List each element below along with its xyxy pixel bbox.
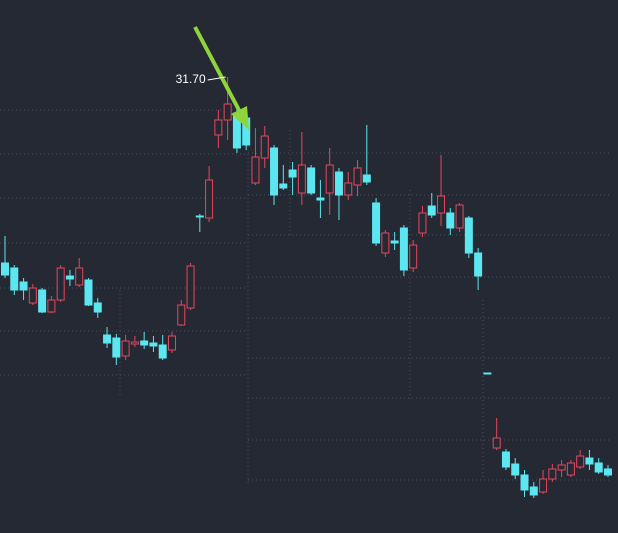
candle-body [56, 267, 65, 301]
candle-body [1, 262, 9, 276]
candle-body [334, 171, 343, 196]
candle-body [75, 267, 84, 286]
candle-body [130, 341, 139, 345]
candle-body [511, 463, 520, 476]
arrow [193, 26, 249, 130]
candle-body [390, 240, 399, 244]
candle-body [251, 156, 260, 184]
candle-body [576, 455, 585, 468]
candle-body [103, 334, 112, 344]
candle-body [344, 182, 353, 196]
candle-body [93, 302, 102, 313]
candle-body [557, 464, 566, 471]
candle-body [297, 164, 306, 194]
candle-body [19, 281, 28, 291]
candle-body [121, 340, 130, 357]
candle-body [455, 204, 464, 229]
candle-body [288, 169, 297, 178]
candle-body [28, 287, 37, 304]
candle-body [446, 212, 455, 229]
candle-body [279, 183, 288, 189]
candle-body [140, 340, 149, 346]
arrow-shaft [193, 26, 242, 113]
candle-body [112, 337, 121, 358]
candle-body [195, 215, 204, 218]
candle-body [529, 486, 538, 496]
candle-body [548, 468, 557, 480]
candle-body [10, 267, 19, 291]
candle-body [149, 342, 158, 347]
candle-body [483, 372, 492, 375]
candle-body [418, 212, 427, 234]
candle-body [167, 335, 176, 351]
candle-body [177, 304, 186, 326]
candle-body [47, 299, 56, 313]
candle-body [492, 437, 501, 449]
candle-body [409, 244, 418, 269]
candle-body [520, 474, 529, 491]
candle-body [399, 227, 408, 271]
candles [1, 77, 612, 498]
candle-body [362, 174, 371, 183]
candle-body [464, 217, 473, 254]
candle-body [158, 344, 167, 359]
candle-body [223, 103, 232, 121]
candle-body [270, 147, 279, 196]
candle-body [38, 289, 47, 313]
arrow-head [231, 106, 249, 130]
annotation: 31.70 [176, 72, 206, 86]
candle-body [594, 462, 603, 473]
candle-body [84, 279, 93, 306]
candle-body [381, 232, 390, 254]
candle-body [474, 252, 483, 277]
candle-body [260, 135, 269, 159]
candle-body [353, 167, 362, 186]
candle-body [65, 275, 74, 280]
candle-body [205, 179, 214, 219]
candle-body [604, 468, 612, 476]
candle-body [316, 197, 325, 201]
annotation-leader [207, 76, 226, 81]
candle-body [325, 164, 334, 194]
candle-body [372, 202, 381, 244]
candle-body [437, 195, 446, 214]
candle-body [214, 119, 223, 136]
candle-body [307, 167, 316, 194]
candle-body [539, 478, 548, 493]
candle-body [501, 451, 510, 468]
candle-body [566, 462, 575, 476]
candle-body [427, 205, 436, 216]
candle-body [585, 457, 594, 465]
candle-body [186, 265, 195, 309]
